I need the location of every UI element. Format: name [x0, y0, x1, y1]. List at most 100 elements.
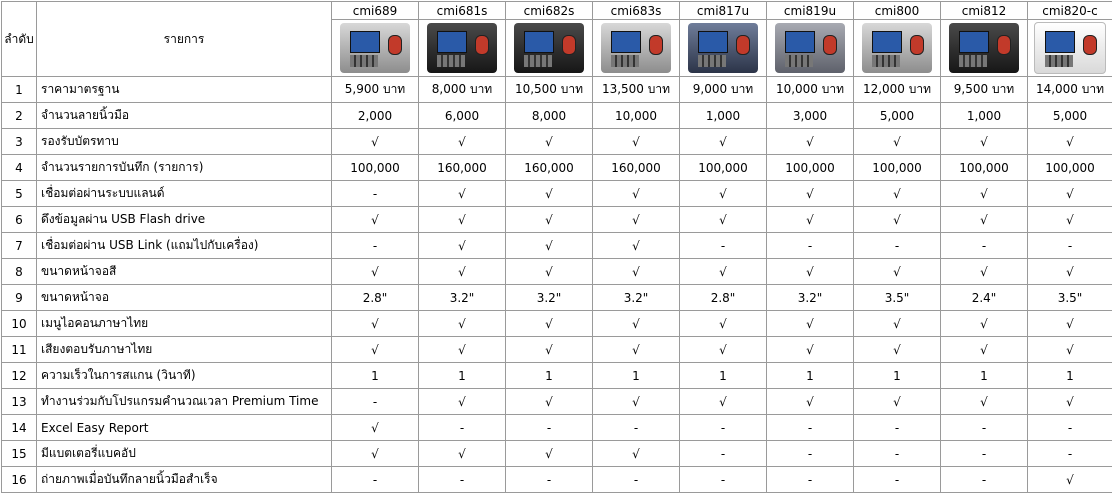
value-cell: -: [679, 232, 767, 259]
value-cell: √: [418, 336, 506, 363]
value-cell: 1: [505, 362, 593, 389]
table-body: 1 ราคามาตรฐาน 5,900 บาท 8,000 บาท 10,500 บาท…: [1, 76, 1112, 493]
value-cell: 3.5": [1027, 284, 1112, 311]
keypad-icon: [872, 55, 900, 67]
value-cell: √: [592, 388, 680, 415]
value-cell: √: [418, 128, 506, 155]
keypad-icon: [1045, 55, 1073, 67]
cmi820-c-device-photo: [1034, 22, 1106, 74]
keypad-icon: [350, 55, 378, 67]
value-cell: 10,000: [592, 102, 680, 129]
row-item-label: ทำงานร่วมกับโปรแกรมคำนวณเวลา Premium Tim…: [36, 388, 332, 415]
value-cell: 12,000 บาท: [853, 76, 941, 103]
table-row: 13 ทำงานร่วมกับโปรแกรมคำนวณเวลา Premium T…: [1, 388, 1112, 415]
value-cell: √: [505, 128, 593, 155]
value-cell: √: [592, 336, 680, 363]
value-cell: √: [940, 180, 1028, 207]
cmi819u-device-photo: [775, 23, 845, 73]
device-screen-icon: [1045, 31, 1075, 53]
value-cell: 5,900 บาท: [331, 76, 419, 103]
value-cell: 1: [766, 362, 854, 389]
fingerprint-sensor-icon: [910, 35, 924, 55]
row-item-label: ดึงข้อมูลผ่าน USB Flash drive: [36, 206, 332, 233]
device-screen-icon: [698, 31, 728, 53]
value-cell: 9,000 บาท: [679, 76, 767, 103]
model-name-cmi819u: cmi819u: [766, 1, 854, 20]
value-cell: 1: [679, 362, 767, 389]
value-cell: √: [331, 336, 419, 363]
table-row: 3 รองรับบัตรทาบ √ √ √ √ √ √ √ √ √: [1, 128, 1112, 155]
table-row: 9 ขนาดหน้าจอ 2.8" 3.2" 3.2" 3.2" 2.8" 3.2" 3.5" 2…: [1, 284, 1112, 311]
value-cell: 100,000: [331, 154, 419, 181]
device-screen-icon: [524, 31, 554, 53]
row-item-label: ราคามาตรฐาน: [36, 76, 332, 103]
value-cell: √: [592, 440, 680, 467]
item-header: รายการ: [36, 1, 332, 77]
value-cell: 3,000: [766, 102, 854, 129]
value-cell: √: [331, 414, 419, 441]
model-name-cmi800: cmi800: [853, 1, 941, 20]
device-screen-icon: [437, 31, 467, 53]
value-cell: √: [505, 440, 593, 467]
device-screen-icon: [959, 31, 989, 53]
keypad-icon: [698, 55, 726, 67]
value-cell: √: [505, 388, 593, 415]
value-cell: -: [940, 440, 1028, 467]
value-cell: 8,000 บาท: [418, 76, 506, 103]
value-cell: √: [853, 310, 941, 337]
table-row: 6 ดึงข้อมูลผ่าน USB Flash drive √ √ √ √ √ √ √ √ √: [1, 206, 1112, 233]
table-row: 2 จำนวนลายนิ้วมือ 2,000 6,000 8,000 10,000 1,0…: [1, 102, 1112, 129]
value-cell: -: [592, 414, 680, 441]
value-cell: √: [766, 206, 854, 233]
model-name-row: ลำดับ รายการ cmi689 cmi681s cmi682s cmi683s…: [1, 1, 1112, 77]
table-row: 5 เชื่อมต่อผ่านระบบแลนด์ - √ √ √ √ √ √ √ √: [1, 180, 1112, 207]
value-cell: 160,000: [418, 154, 506, 181]
value-cell: √: [331, 310, 419, 337]
model-name-cmi812: cmi812: [940, 1, 1028, 20]
fingerprint-sensor-icon: [649, 35, 663, 55]
value-cell: 1: [940, 362, 1028, 389]
value-cell: √: [1027, 466, 1112, 493]
value-cell: -: [853, 440, 941, 467]
value-cell: √: [853, 388, 941, 415]
value-cell: 1,000: [940, 102, 1028, 129]
value-cell: -: [1027, 232, 1112, 259]
value-cell: √: [679, 258, 767, 285]
cmi682s-device-photo: [514, 23, 584, 73]
value-cell: √: [418, 440, 506, 467]
fingerprint-sensor-icon: [823, 35, 837, 55]
value-cell: 1: [331, 362, 419, 389]
device-screen-icon: [872, 31, 902, 53]
model-photo-row: [2, 19, 1112, 77]
model-photo-cell: [418, 19, 506, 77]
value-cell: 1: [853, 362, 941, 389]
value-cell: √: [505, 258, 593, 285]
row-number: 3: [1, 128, 37, 155]
fingerprint-sensor-icon: [475, 35, 489, 55]
fingerprint-sensor-icon: [1083, 35, 1097, 55]
table-row: 15 มีแบตเตอรี่แบคอัป √ √ √ √ - - - - -: [1, 440, 1112, 467]
cmi689-device-photo: [340, 23, 410, 73]
row-number: 10: [1, 310, 37, 337]
value-cell: -: [766, 466, 854, 493]
value-cell: 2.4": [940, 284, 1028, 311]
value-cell: 5,000: [1027, 102, 1112, 129]
table-row: 4 จำนวนรายการบันทึก (รายการ) 100,000 160,00…: [1, 154, 1112, 181]
row-number: 1: [1, 76, 37, 103]
value-cell: √: [1027, 180, 1112, 207]
value-cell: √: [592, 232, 680, 259]
row-item-label: เชื่อมต่อผ่าน USB Link (แถมไปกับเครื่อง): [36, 232, 332, 259]
row-number: 13: [1, 388, 37, 415]
fingerprint-sensor-icon: [997, 35, 1011, 55]
value-cell: √: [592, 206, 680, 233]
value-cell: √: [592, 180, 680, 207]
value-cell: √: [418, 310, 506, 337]
row-item-label: เชื่อมต่อผ่านระบบแลนด์: [36, 180, 332, 207]
value-cell: -: [853, 232, 941, 259]
fingerprint-sensor-icon: [736, 35, 750, 55]
value-cell: 2.8": [679, 284, 767, 311]
table-row: 7 เชื่อมต่อผ่าน USB Link (แถมไปกับเครื่อง…: [1, 232, 1112, 259]
value-cell: -: [592, 466, 680, 493]
value-cell: -: [940, 466, 1028, 493]
row-number: 7: [1, 232, 37, 259]
